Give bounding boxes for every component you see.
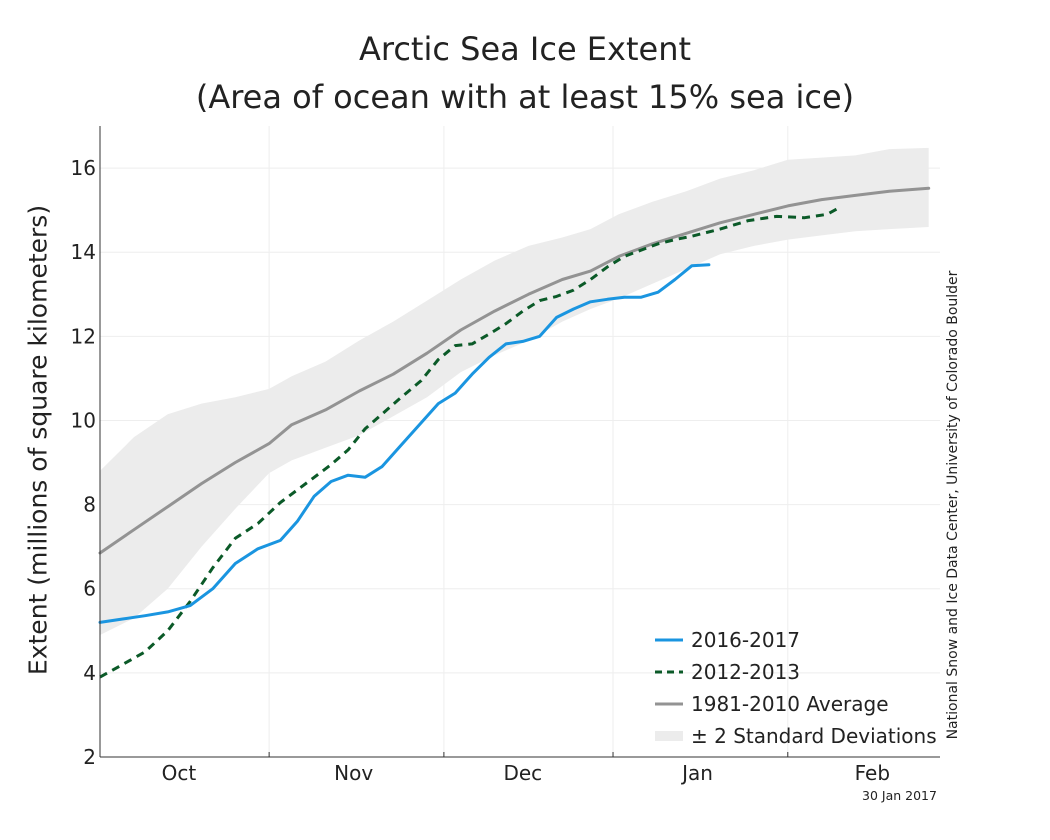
y-tick-label: 4 — [83, 661, 96, 685]
series-line-2012-2013 — [99, 206, 840, 679]
tick-labels-layer: 2 4 6 8 10 12 14 16 Oct Nov Dec Jan Feb — [71, 156, 891, 785]
legend-swatch-std-dev — [655, 729, 683, 743]
source-credit: National Snow and Ice Data Center, Unive… — [945, 270, 961, 740]
legend-label: 1981-2010 Average — [691, 692, 889, 716]
y-axis-label: Extent (millions of square kilometers) — [23, 204, 53, 676]
legend-swatch-average — [655, 697, 683, 711]
legend-label: 2016-2017 — [691, 628, 801, 652]
x-tick-label: Feb — [855, 761, 890, 785]
legend-item-2016-2017: 2016-2017 — [655, 624, 937, 656]
legend-swatch-2016-2017 — [655, 633, 683, 647]
x-tick-label: Nov — [334, 761, 373, 785]
legend-item-average: 1981-2010 Average — [655, 688, 937, 720]
series-line-1981-2010-average — [98, 186, 931, 555]
x-tick-label: Jan — [680, 761, 713, 785]
series-layer — [98, 186, 931, 679]
legend-swatch-2012-2013 — [655, 665, 683, 679]
std-dev-band-layer — [100, 147, 929, 635]
axes-layer — [99, 126, 940, 758]
y-tick-label: 16 — [71, 156, 96, 180]
y-tick-label: 12 — [71, 324, 96, 348]
x-tick-label: Oct — [162, 761, 197, 785]
series-line-2016-2017 — [98, 263, 711, 624]
legend: 2016-2017 2012-2013 1981-2010 Average ± … — [655, 624, 937, 752]
legend-label: ± 2 Standard Deviations — [691, 724, 937, 748]
chart-title-line2: (Area of ocean with at least 15% sea ice… — [195, 78, 855, 116]
y-tick-label: 2 — [83, 745, 96, 769]
date-stamp: 30 Jan 2017 — [862, 788, 937, 803]
y-tick-label: 8 — [83, 493, 96, 517]
y-tick-label: 6 — [83, 577, 96, 601]
y-tick-label: 14 — [71, 240, 96, 264]
std-dev-band — [100, 147, 929, 635]
y-tick-label: 10 — [71, 408, 96, 432]
legend-label: 2012-2013 — [691, 660, 801, 684]
legend-item-std-dev: ± 2 Standard Deviations — [655, 720, 937, 752]
chart-title-line1: Arctic Sea Ice Extent — [358, 30, 692, 68]
legend-item-2012-2013: 2012-2013 — [655, 656, 937, 688]
x-tick-label: Dec — [503, 761, 542, 785]
